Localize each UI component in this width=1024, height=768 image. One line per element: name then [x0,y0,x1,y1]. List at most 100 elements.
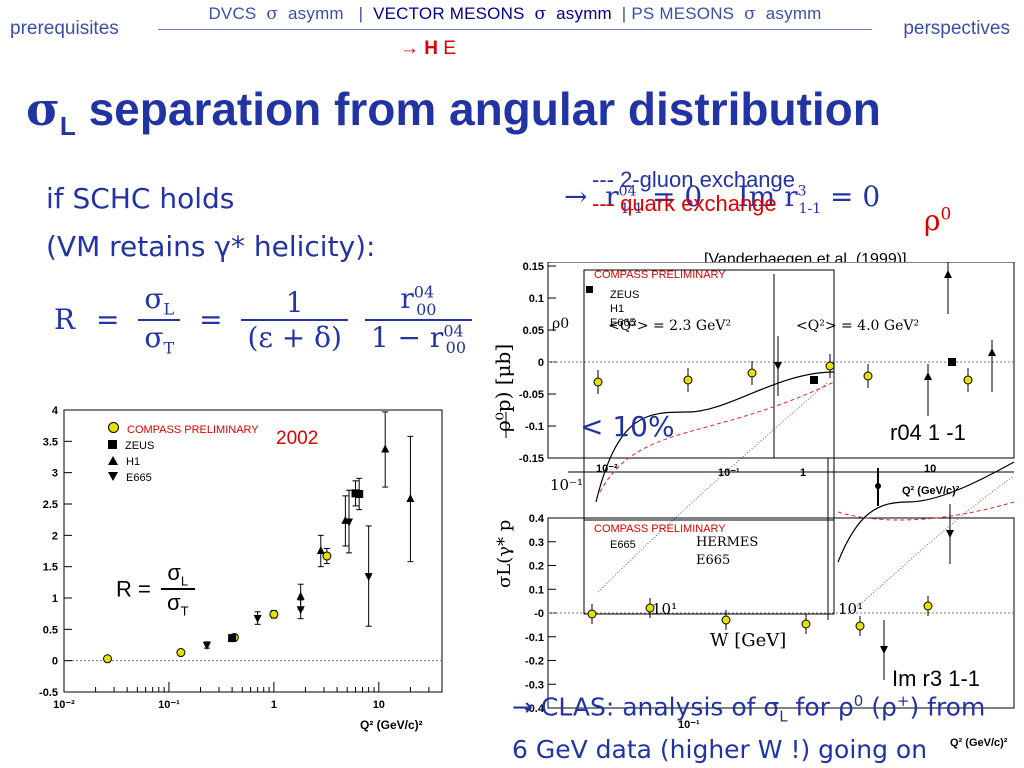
nav-perspectives-link[interactable]: perspectives [903,18,1010,39]
x-tick-label: 10⁻² [53,699,75,711]
y-axis-label-top: ρ⁰p) [μb] [491,344,515,432]
y-tick-label: 3.5 [43,436,58,448]
y-axis-label-bottom: σL(γ* p [494,520,515,588]
year-label: 2002 [276,428,319,449]
y-tick-label: 0 [538,357,544,369]
nav-dvcs-link[interactable]: DVCS σ asymm [208,4,344,24]
h1-point [944,270,952,278]
y-tick-label: 0 [52,656,58,668]
inset-left-frame [583,269,835,615]
e665-point [202,642,211,650]
x-tick-label: 10¹ [838,600,863,618]
compass-point [683,375,693,385]
zeus-legend: ZEUS [610,289,639,301]
rho-label: ρ0 [552,316,569,332]
slide-navigation: prerequisites DVCS σ asymm | VECTOR MESO… [0,0,1024,60]
y-tick-label: 0.15 [523,262,544,273]
h1-point [381,444,390,453]
compass-point [747,368,757,378]
y-tick-label: 3 [52,468,58,480]
nav-vector-mesons-link[interactable]: VECTOR MESONS σ asymm [373,4,612,24]
y-tick-label: 1 [52,593,58,605]
y-tick-label: 1.5 [43,562,58,574]
y-tick-label: 0.1 [529,293,544,305]
r-ratio-inset: R = σL σT [116,560,199,619]
h1-point [988,348,996,356]
y-tick-label: -0.1 [525,421,544,433]
schc-conditions: → r041-1 = 0 Im r31-1 = 0 [564,180,881,217]
zeus-point [810,376,818,384]
clas-note: → CLAS: analysis of σL for ρ0 (ρ+) from … [512,692,986,765]
x-tick-label: 10 [924,463,936,475]
zeus-point [948,358,956,366]
nav-prerequisites-link[interactable]: prerequisites [10,18,119,39]
compass-point [863,371,873,381]
quark-legend: --- quark exchange [592,191,777,216]
zeus-marker-icon [108,440,117,449]
x-tick-label: 10⁻¹ [718,467,740,479]
compass-point [103,654,113,664]
gluon-legend: --- 2-gluon exchange [592,167,796,192]
compass-point [593,377,603,387]
y-tick-label: -0.5 [39,687,58,699]
nav-divider [158,29,872,30]
im-r-label: Im r3 1-1 [892,666,980,691]
compass-legend: COMPASS PRELIMINARY [594,269,726,281]
nav-separator: | [358,4,364,23]
y-tick-label: 0.2 [529,561,544,573]
x-axis-label: Q² (GeV/c)² [950,737,1008,749]
y-tick-label: -0.15 [519,453,544,465]
vector-meson-composite-chart: 0.15 0.1 0.05 0 -0.05 -0.1 -0.15 10⁻² 10⁻¹ 1 10 Q² … [488,262,1024,762]
helicity-line: (VM retains γ* helicity): [46,230,376,263]
e665-point [364,573,373,582]
e665-marker-icon [108,472,118,481]
compass-point [855,621,865,631]
ratio-annotation: < 10% [580,410,675,443]
q2-right-label: <Q²> = 4.0 GeV² [796,318,919,334]
gluon-curve-right [837,461,1015,563]
compass-legend-bottom: COMPASS PRELIMINARY [594,523,726,535]
e665-point [946,530,954,538]
hermes-legend: HERMES [696,535,758,550]
compass-point [176,648,186,658]
compass-point [801,619,811,629]
y-tick-label: 0.5 [43,624,58,636]
r-vs-q2-chart: -0.5 0 0.5 1 1.5 2 2.5 3 3.5 4 10⁻² 10⁻¹ 1 10 [20,402,450,760]
model-legend: --- 2-gluon exchange --- quark exchange [592,168,795,216]
y-tick-label: -0.1 [525,632,544,644]
q2-left-label: <Q²> = 2.3 GeV² [608,318,731,334]
nav-separator: | [621,4,627,23]
nav-ps-mesons-link[interactable]: PS MESONS σ asymm [631,4,822,24]
compass-point [963,375,973,385]
e665-point [774,362,782,370]
e665-legend: E665 [610,317,636,329]
left-chart-legend: COMPASS PRELIMINARY ZEUS H1 E665 [108,422,259,486]
quark-curve-right [837,501,1015,521]
schc-line: if SCHC holds [46,182,235,215]
zeus-point [355,489,364,498]
x-tick-label: 10⁻¹ [158,699,180,711]
top-frame [547,262,1015,459]
compass-point [269,609,279,619]
x-axis-label: W [GeV] [710,630,786,651]
y-tick-label: 0.3 [529,537,544,549]
nav-center: DVCS σ asymm | VECTOR MESONS σ asymm | P… [160,4,870,24]
x-tick-label: 10⁻¹ [678,719,700,731]
r04-label: r04 1 -1 [890,420,966,445]
ratio-formula: R = σL σT = 1 (ε + δ) r0400 1 − r0400 [48,282,476,357]
e665-point [345,518,354,527]
x-axis-label: 10⁻¹ [550,476,583,494]
x-tick-label: 10⁻² [596,463,618,475]
y-tick-label: 0.05 [523,325,544,337]
zeus-marker-icon [586,286,593,293]
nav-subsection[interactable]: → H E [400,38,456,59]
y-tick-label: 0.1 [529,584,544,596]
model-curve-left [597,381,829,593]
e665-point [253,615,262,624]
gluon-curve-left [595,371,835,503]
y-tick-label: 0.4 [529,513,545,525]
y-tick-label: -0.4 [525,703,545,715]
left-plot-frame [63,409,443,693]
e665-point [880,646,888,654]
x-axis-label: Q² (GeV/c)² [902,485,960,497]
